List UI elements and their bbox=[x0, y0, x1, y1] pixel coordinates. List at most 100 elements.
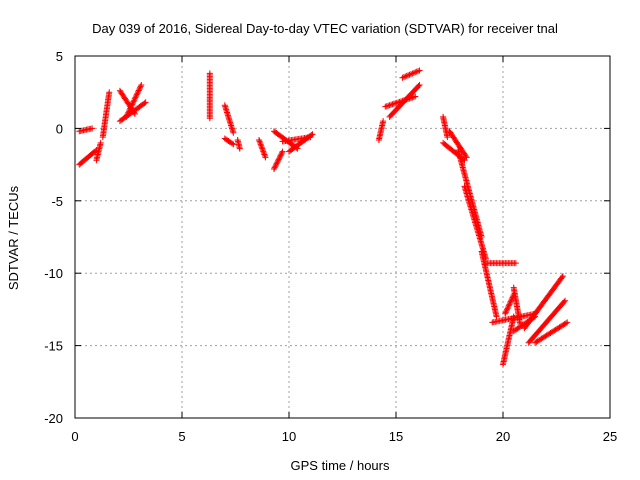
data-point bbox=[274, 157, 281, 164]
data-point bbox=[406, 71, 413, 78]
y-tick-label: -20 bbox=[44, 411, 63, 426]
data-point bbox=[503, 308, 510, 315]
y-tick-label: 5 bbox=[56, 49, 63, 64]
series-arc-d5 bbox=[279, 134, 314, 145]
y-tick-label: 0 bbox=[56, 121, 63, 136]
data-point bbox=[412, 69, 419, 76]
series-arc-b3 bbox=[123, 81, 145, 120]
data-point bbox=[502, 309, 509, 316]
x-tick-label: 0 bbox=[71, 429, 78, 444]
data-point bbox=[258, 144, 265, 151]
data-point bbox=[506, 301, 513, 308]
data-point bbox=[559, 273, 566, 280]
x-tick-label: 10 bbox=[282, 429, 296, 444]
axis-ticks bbox=[74, 55, 611, 419]
data-point bbox=[258, 142, 265, 149]
data-point bbox=[530, 314, 537, 321]
data-point bbox=[409, 70, 416, 77]
data-point bbox=[137, 83, 144, 90]
data-point bbox=[532, 313, 539, 320]
data-point bbox=[275, 156, 282, 163]
series-arc-a4 bbox=[99, 89, 113, 141]
data-point bbox=[400, 74, 407, 81]
grid-lines bbox=[75, 56, 610, 418]
x-axis-label: GPS time / hours bbox=[291, 458, 390, 473]
data-point bbox=[562, 320, 569, 327]
data-point bbox=[559, 274, 566, 281]
data-point bbox=[412, 93, 419, 100]
series-arc-g6 bbox=[532, 319, 571, 346]
data-point bbox=[276, 153, 283, 160]
data-point bbox=[279, 148, 286, 155]
series-arc-c3 bbox=[221, 135, 237, 148]
data-point bbox=[277, 152, 284, 159]
plot-frame bbox=[74, 55, 611, 419]
data-point bbox=[130, 98, 137, 105]
series-arc-f1 bbox=[440, 113, 451, 141]
data-point bbox=[276, 155, 283, 162]
data-point bbox=[278, 151, 285, 158]
data-point bbox=[407, 71, 414, 78]
data-point bbox=[127, 104, 134, 111]
data-point bbox=[129, 99, 136, 106]
data-point bbox=[206, 115, 213, 122]
data-point bbox=[402, 73, 409, 80]
x-tick-labels: 0 5 10 15 20 25 bbox=[71, 429, 617, 444]
data-point bbox=[132, 94, 139, 101]
data-point bbox=[278, 149, 285, 156]
series-arc-f6 bbox=[478, 248, 500, 320]
data-point bbox=[502, 310, 509, 317]
data-point bbox=[230, 141, 237, 148]
data-point bbox=[444, 134, 451, 141]
data-point bbox=[512, 260, 519, 267]
data-point bbox=[272, 161, 279, 168]
series-arc-g3 bbox=[510, 284, 524, 327]
series-arc-f7 bbox=[482, 260, 519, 267]
series-arc-e1 bbox=[375, 118, 387, 143]
data-point bbox=[124, 111, 131, 118]
data-point bbox=[123, 113, 130, 120]
data-point bbox=[125, 108, 132, 115]
data-point bbox=[507, 298, 514, 305]
data-point bbox=[89, 125, 96, 132]
data-point bbox=[106, 89, 113, 96]
data-point bbox=[307, 134, 314, 141]
chart-title: Day 039 of 2016, Sidereal Day-to-day VTE… bbox=[92, 21, 558, 36]
data-point bbox=[271, 165, 278, 172]
y-tick-labels: -20 -15 -10 -5 0 5 bbox=[44, 49, 63, 426]
data-point bbox=[131, 95, 138, 102]
series-arc-g7 bbox=[510, 313, 539, 335]
data-point bbox=[462, 153, 469, 160]
data-point bbox=[135, 88, 142, 95]
data-point bbox=[273, 160, 280, 167]
data-point bbox=[142, 99, 149, 106]
data-point bbox=[257, 139, 264, 146]
series-arc-g4 bbox=[521, 273, 566, 332]
data-point bbox=[504, 305, 511, 312]
series-arc-f5 bbox=[461, 183, 489, 262]
data-point bbox=[261, 152, 268, 159]
data-point bbox=[135, 87, 142, 94]
data-point bbox=[124, 112, 131, 119]
data-point bbox=[259, 145, 266, 152]
data-point bbox=[415, 68, 422, 75]
series-arc-e4 bbox=[399, 67, 423, 81]
series-arc-e2 bbox=[382, 93, 419, 110]
data-point bbox=[137, 84, 144, 91]
data-point bbox=[503, 306, 510, 313]
series-arc-g1 bbox=[500, 313, 517, 368]
data-point bbox=[413, 68, 420, 75]
data-point bbox=[126, 106, 133, 113]
data-point bbox=[416, 81, 423, 88]
data-point bbox=[262, 154, 269, 161]
series-arc-e3 bbox=[386, 81, 423, 120]
data-point bbox=[405, 72, 412, 79]
data-point bbox=[274, 159, 281, 166]
data-point bbox=[410, 69, 417, 76]
data-point bbox=[256, 138, 263, 145]
data-point bbox=[415, 83, 422, 90]
data-point bbox=[562, 297, 569, 304]
series-arc-c2 bbox=[221, 102, 237, 136]
x-tick-label: 5 bbox=[178, 429, 185, 444]
